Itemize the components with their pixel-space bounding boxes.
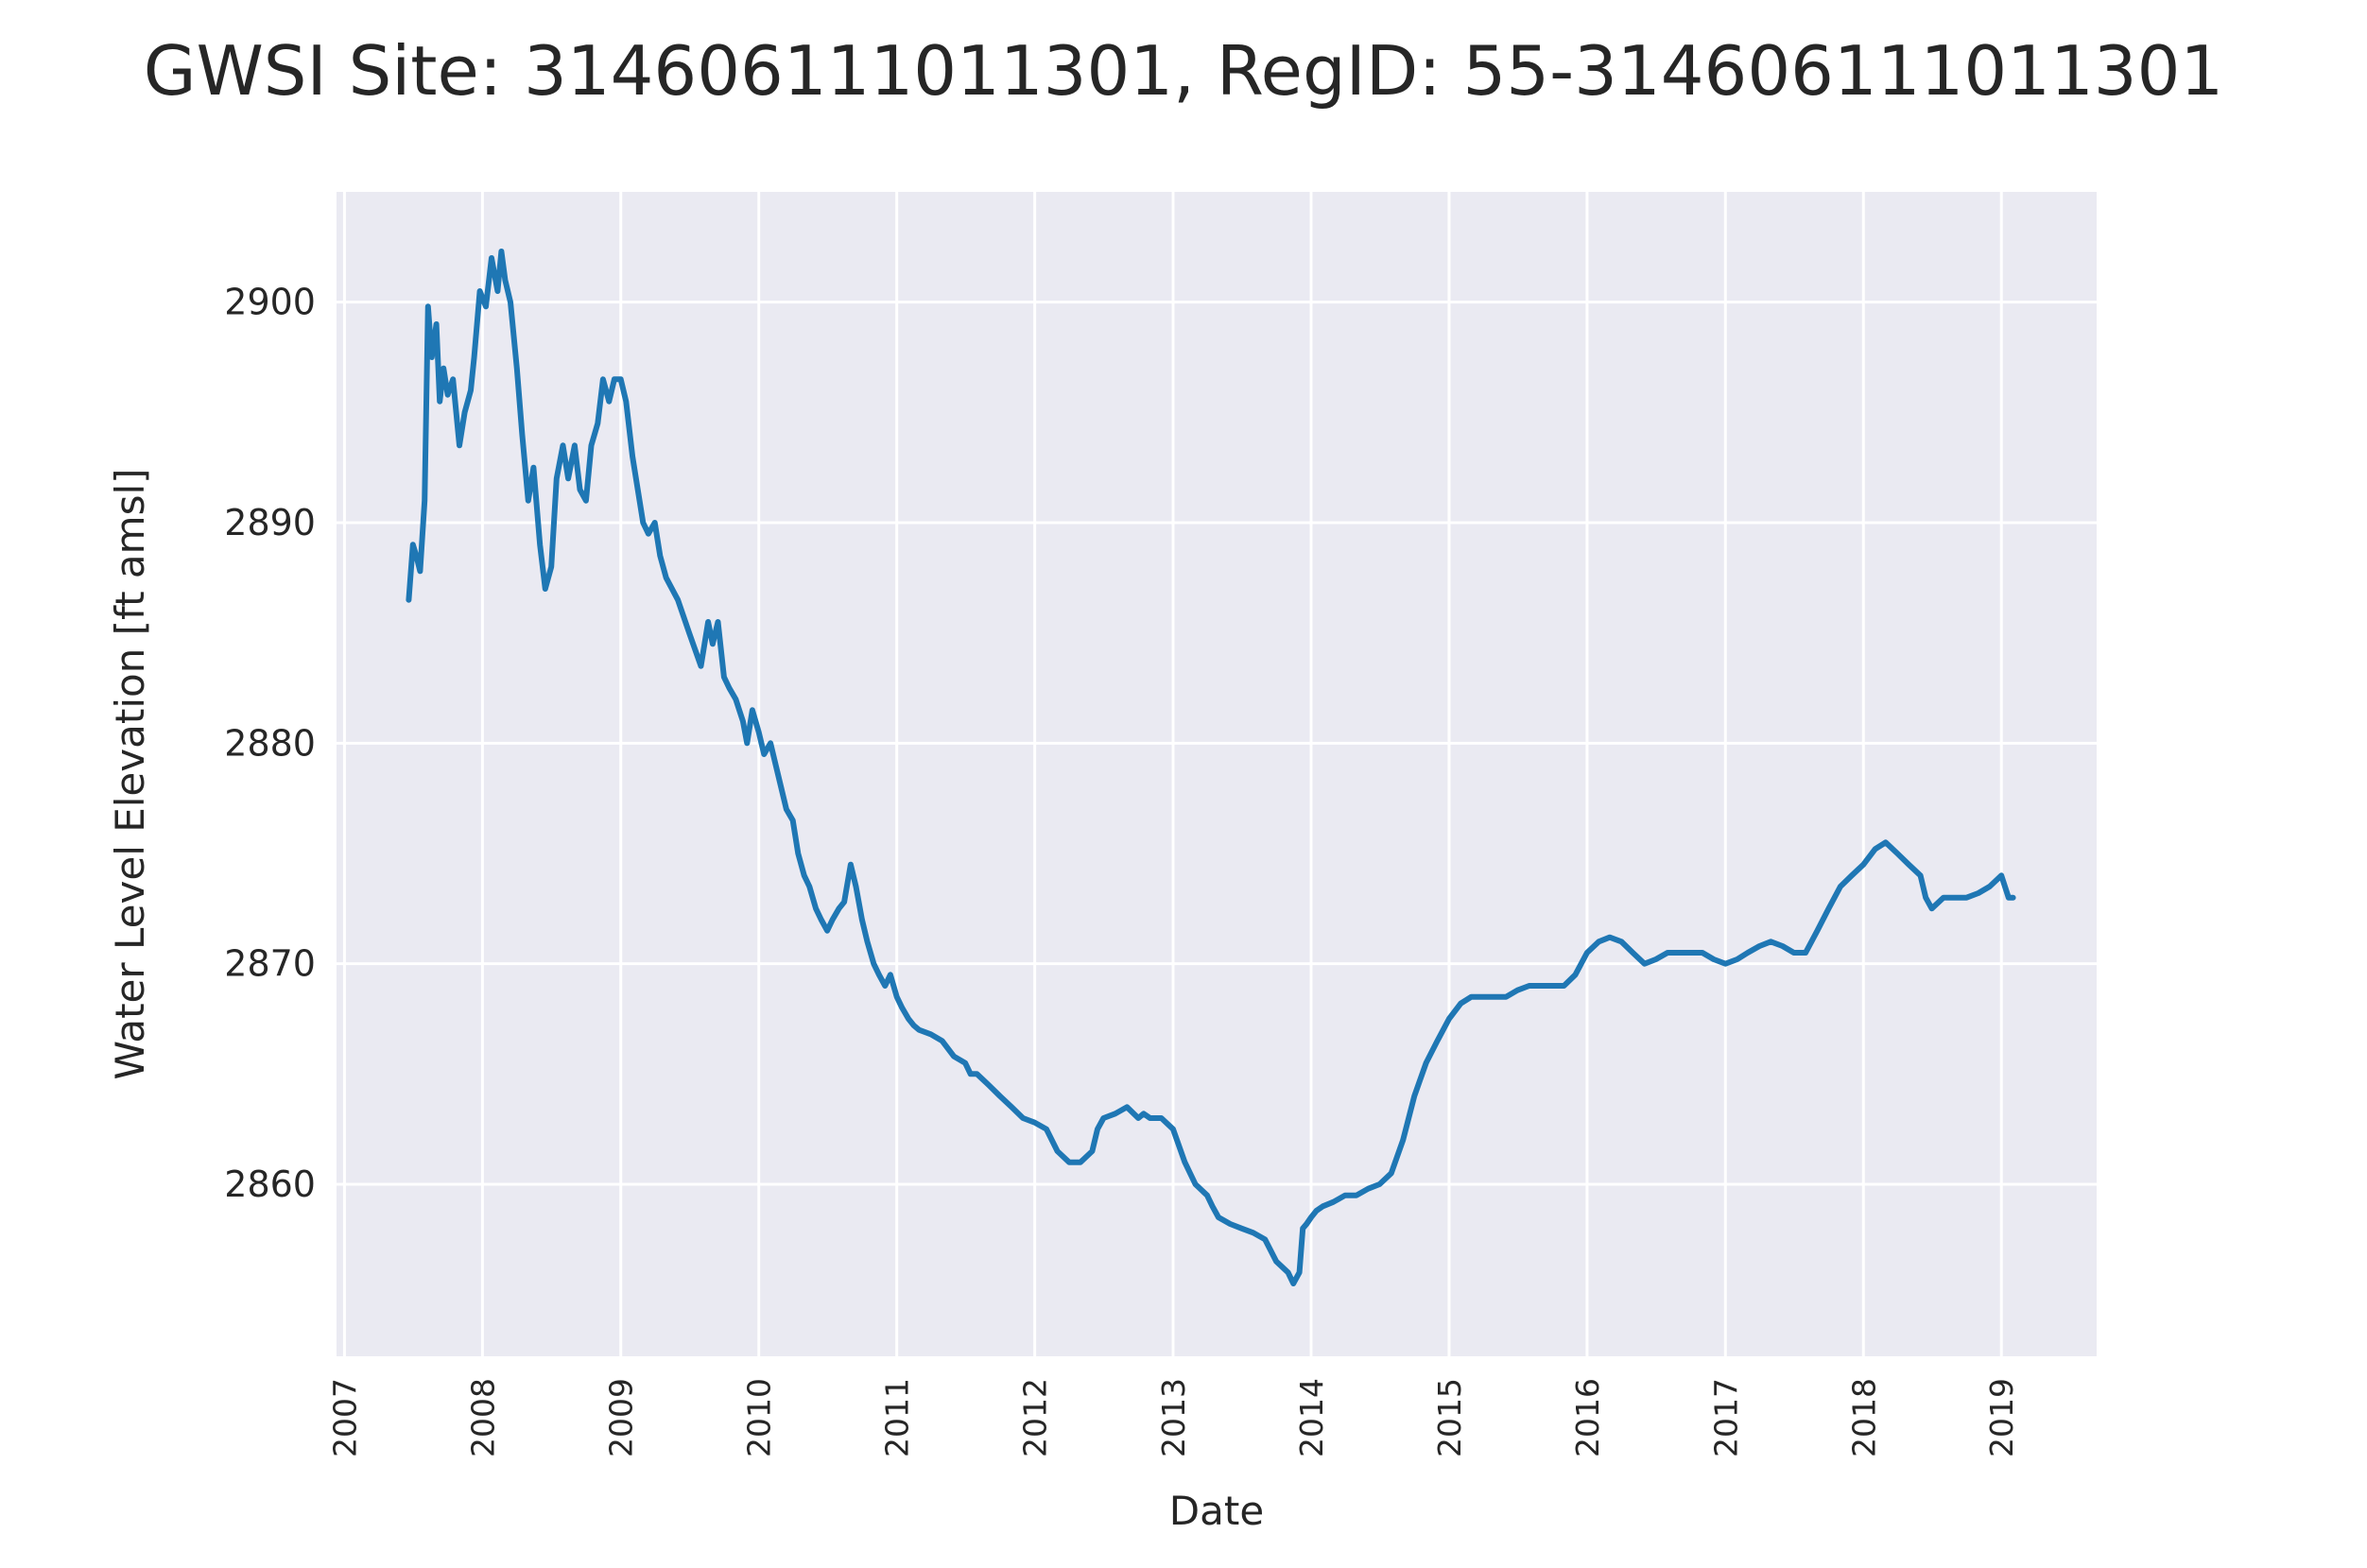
y-axis-label: Water Level Elevation [ft amsl]: [107, 468, 153, 1079]
tick-labels: 2860 2870 2880 2890 2900 2007 2008 2009 2010 2011…: [224, 282, 2020, 1457]
chart-title: GWSI Site: 314606111011301, RegID: 55-31…: [144, 31, 2223, 111]
y-tick-label: 2870: [224, 943, 316, 985]
x-tick-label: 2013: [1155, 1378, 1192, 1457]
x-tick-label: 2014: [1293, 1378, 1330, 1457]
x-axis-label: Date: [1169, 1488, 1264, 1534]
x-tick-label: 2007: [326, 1378, 363, 1457]
x-tick-label: 2008: [464, 1378, 501, 1457]
x-tick-label: 2016: [1569, 1378, 1606, 1457]
x-tick-label: 2011: [879, 1378, 916, 1457]
grid: [337, 192, 2097, 1356]
x-tick-label: 2012: [1017, 1378, 1054, 1457]
y-tick-label: 2900: [224, 282, 316, 323]
y-tick-label: 2860: [224, 1163, 316, 1205]
x-tick-label: 2019: [1983, 1378, 2020, 1457]
series-layer: [406, 249, 2016, 1286]
x-tick-label: 2010: [741, 1378, 778, 1457]
series-line: [406, 249, 2016, 1286]
x-tick-label: 2015: [1431, 1378, 1468, 1457]
x-tick-label: 2018: [1845, 1378, 1882, 1457]
x-tick-label: 2009: [603, 1378, 640, 1457]
y-tick-label: 2890: [224, 502, 316, 543]
plot-area: [337, 192, 2097, 1356]
x-tick-label: 2017: [1707, 1378, 1744, 1457]
y-tick-label: 2880: [224, 722, 316, 764]
